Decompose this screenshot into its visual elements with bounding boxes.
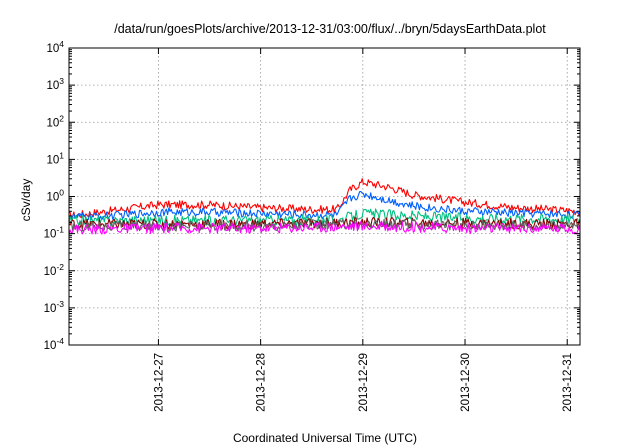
chart-title: /data/run/goesPlots/archive/2013-12-31/0… <box>114 22 546 36</box>
series-line-2 <box>69 190 580 221</box>
y-tick-label: 103 <box>46 76 64 92</box>
tick-marks <box>69 47 580 346</box>
y-tick-label: 10-3 <box>44 299 65 315</box>
grid-lines <box>69 48 580 345</box>
y-tick-label: 101 <box>46 150 64 166</box>
series-line-1 <box>69 178 580 220</box>
x-tick-label: 2013-12-27 <box>153 353 165 412</box>
y-tick-labels: 10-4 10-3 10-2 10-1 100 101 102 103 104 <box>44 39 65 352</box>
x-tick-label: 2013-12-30 <box>460 353 472 412</box>
x-axis-label: Coordinated Universal Time (UTC) <box>233 431 417 445</box>
series-line-6 <box>69 220 580 235</box>
y-axis-label: cSv/day <box>19 179 33 222</box>
y-tick-label: 10-2 <box>44 262 65 278</box>
y-tick-label: 100 <box>46 188 64 204</box>
x-tick-label: 2013-12-29 <box>358 353 370 412</box>
y-tick-label: 10-1 <box>44 225 65 241</box>
series-group <box>69 178 580 235</box>
y-tick-label: 104 <box>46 39 64 55</box>
x-tick-label: 2013-12-28 <box>256 353 268 412</box>
y-tick-label: 10-4 <box>44 336 65 352</box>
x-tick-labels: 2013-12-27 2013-12-28 2013-12-29 2013-12-30… <box>153 353 574 412</box>
y-tick-label: 102 <box>46 113 64 129</box>
x-tick-label: 2013-12-31 <box>562 353 574 412</box>
